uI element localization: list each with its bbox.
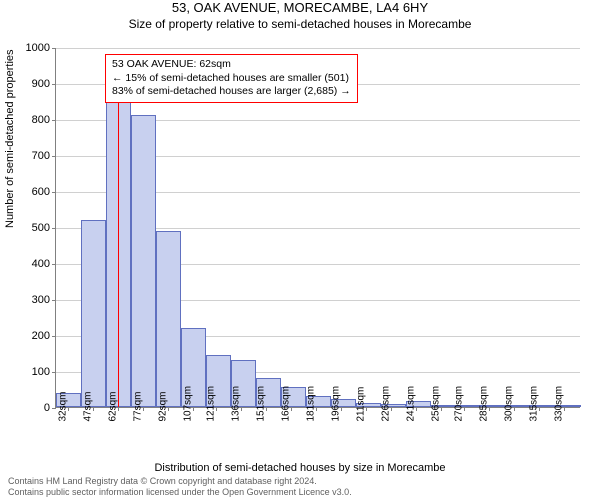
ytick-label: 300 bbox=[10, 294, 50, 306]
footer-attribution: Contains HM Land Registry data © Crown c… bbox=[8, 476, 352, 498]
annotation-line2: ← 15% of semi-detached houses are smalle… bbox=[112, 72, 351, 86]
histogram-bar bbox=[156, 231, 181, 407]
ytick-mark bbox=[52, 336, 56, 337]
histogram-bar bbox=[81, 220, 106, 407]
highlight-marker bbox=[118, 76, 119, 407]
ytick-label: 700 bbox=[10, 150, 50, 162]
gridline bbox=[56, 48, 580, 49]
chart-subtitle: Size of property relative to semi-detach… bbox=[0, 17, 600, 31]
ytick-mark bbox=[52, 408, 56, 409]
ytick-mark bbox=[52, 84, 56, 85]
ytick-mark bbox=[52, 192, 56, 193]
ytick-mark bbox=[52, 120, 56, 121]
ytick-label: 500 bbox=[10, 222, 50, 234]
ytick-label: 900 bbox=[10, 78, 50, 90]
annotation-box: 53 OAK AVENUE: 62sqm← 15% of semi-detach… bbox=[105, 54, 358, 103]
ytick-label: 100 bbox=[10, 366, 50, 378]
ytick-label: 0 bbox=[10, 402, 50, 414]
ytick-mark bbox=[52, 48, 56, 49]
ytick-label: 1000 bbox=[10, 42, 50, 54]
ytick-label: 400 bbox=[10, 258, 50, 270]
x-axis-label: Distribution of semi-detached houses by … bbox=[0, 462, 600, 474]
annotation-line3: 83% of semi-detached houses are larger (… bbox=[112, 85, 351, 99]
y-axis-label: Number of semi-detached properties bbox=[4, 49, 16, 228]
annotation-line1: 53 OAK AVENUE: 62sqm bbox=[112, 58, 351, 72]
ytick-label: 800 bbox=[10, 114, 50, 126]
ytick-label: 200 bbox=[10, 330, 50, 342]
footer-line1: Contains HM Land Registry data © Crown c… bbox=[8, 476, 352, 487]
chart-title: 53, OAK AVENUE, MORECAMBE, LA4 6HY bbox=[0, 0, 600, 15]
ytick-label: 600 bbox=[10, 186, 50, 198]
ytick-mark bbox=[52, 228, 56, 229]
ytick-mark bbox=[52, 264, 56, 265]
ytick-mark bbox=[52, 300, 56, 301]
ytick-mark bbox=[52, 156, 56, 157]
footer-line2: Contains public sector information licen… bbox=[8, 487, 352, 498]
ytick-mark bbox=[52, 372, 56, 373]
histogram-bar bbox=[131, 115, 156, 407]
